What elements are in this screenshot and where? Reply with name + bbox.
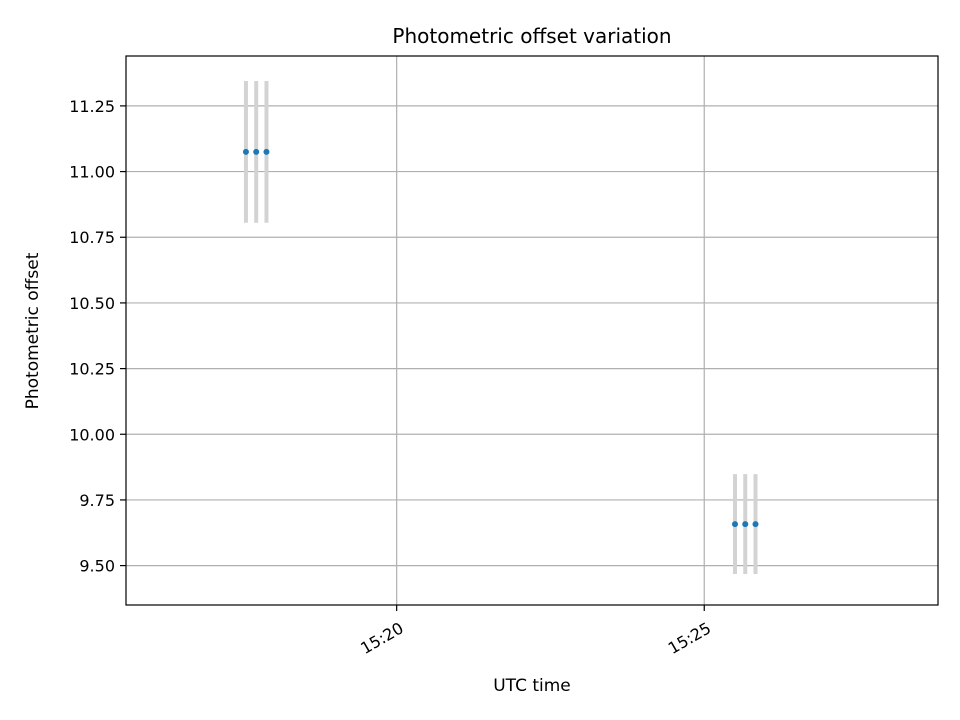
y-axis-label: Photometric offset xyxy=(23,252,43,409)
y-tick-label: 11.25 xyxy=(69,97,115,116)
y-tick-label: 10.00 xyxy=(69,425,115,444)
data-point xyxy=(742,521,749,528)
y-tick-label: 11.00 xyxy=(69,163,115,182)
y-tick-label: 10.75 xyxy=(69,228,115,247)
data-point xyxy=(752,521,759,528)
data-point xyxy=(263,148,270,155)
plot-frame xyxy=(125,55,939,606)
data-point xyxy=(253,148,260,155)
y-axis: 9.50 9.75 10.00 10.25 10.50 10.75 11.00 11.25 xyxy=(69,97,126,576)
data-points xyxy=(242,148,759,528)
chart-title: Photometric offset variation xyxy=(392,24,671,48)
y-tick-label: 10.25 xyxy=(69,360,115,379)
grid xyxy=(126,56,938,605)
y-tick-label: 10.50 xyxy=(69,294,115,313)
x-axis-label: UTC time xyxy=(493,676,571,696)
data-point xyxy=(242,148,249,155)
data-point xyxy=(732,521,738,528)
y-tick-label: 9.75 xyxy=(79,491,115,510)
y-tick-label: 9.50 xyxy=(79,557,115,576)
